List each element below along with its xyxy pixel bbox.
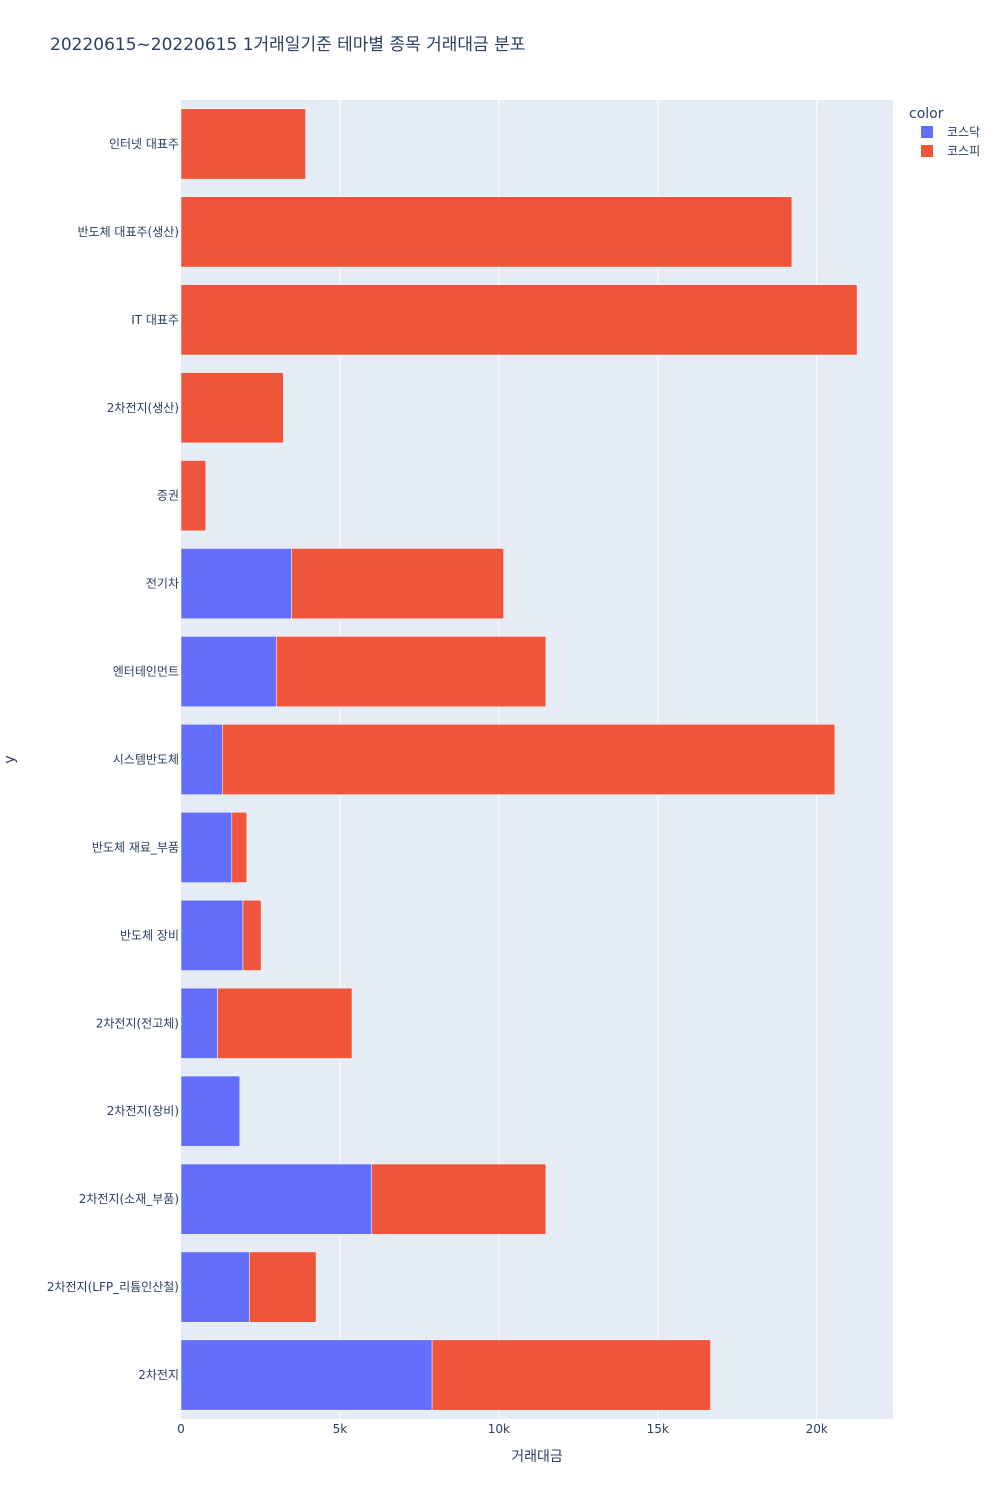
y-tick-label: 2차전지(생산): [107, 401, 179, 415]
legend-label: 코스피: [947, 144, 980, 158]
y-tick-label: 반도체 재료_부품: [92, 840, 179, 854]
bar-kospi[interactable]: [180, 108, 306, 180]
chart-title: 20220615~20220615 1거래일기준 테마별 종목 거래대금 분포: [50, 35, 525, 55]
bar-kospi[interactable]: [242, 899, 262, 971]
bar-kosdaq[interactable]: [180, 1339, 433, 1411]
bars: [180, 108, 858, 1411]
bar-kosdaq[interactable]: [180, 1075, 241, 1147]
bar-kosdaq[interactable]: [180, 724, 223, 795]
legend-swatch: [921, 145, 933, 157]
bar-kosdaq[interactable]: [180, 548, 292, 620]
x-axis-title: 거래대금: [511, 1449, 563, 1465]
bar-kospi[interactable]: [276, 636, 547, 707]
y-tick-label: 증권: [157, 489, 179, 503]
x-tick-label: 0: [177, 1422, 185, 1436]
bar-kosdaq[interactable]: [180, 636, 277, 707]
legend-item-kosdaq[interactable]: 코스닥: [921, 125, 980, 139]
bar-kosdaq[interactable]: [180, 1251, 250, 1323]
legend-swatch: [921, 126, 933, 138]
x-tick-label: 15k: [647, 1422, 669, 1436]
legend-title: color: [909, 106, 944, 122]
bar-kospi[interactable]: [231, 812, 248, 883]
y-tick-label: 2차전지(전고체): [96, 1016, 179, 1030]
x-tick-label: 5k: [333, 1422, 348, 1436]
bar-kosdaq[interactable]: [180, 812, 233, 883]
legend-item-kospi[interactable]: 코스피: [921, 144, 980, 158]
y-tick-label: 2차전지(소재_부품): [79, 1192, 179, 1206]
bar-kospi[interactable]: [217, 987, 353, 1059]
y-tick-label: 엔터테인먼트: [113, 665, 179, 679]
y-tick-label: 전기차: [146, 577, 179, 591]
bar-kospi[interactable]: [371, 1163, 547, 1235]
bar-kospi[interactable]: [431, 1339, 711, 1411]
y-tick-label: 반도체 장비: [120, 928, 179, 942]
y-tick-label: 2차전지: [138, 1368, 179, 1382]
x-tick-label: 20k: [806, 1422, 828, 1436]
bar-kospi[interactable]: [180, 196, 793, 268]
bar-kospi[interactable]: [180, 284, 858, 356]
y-tick-label: 반도체 대표주(생산): [78, 225, 180, 239]
y-tick-label: 2차전지(LFP_리튬인산철): [47, 1280, 179, 1294]
y-tick-label: 시스템반도체: [113, 753, 179, 767]
y-tick-label: 인터넷 대표주: [109, 137, 179, 151]
bar-kospi[interactable]: [222, 724, 836, 795]
x-axis-ticks: 0 5k 10k 15k 20k: [177, 1422, 828, 1436]
bar-kospi[interactable]: [291, 548, 504, 620]
legend-label: 코스닥: [947, 125, 980, 139]
bar-kosdaq[interactable]: [180, 899, 244, 971]
bar-kosdaq[interactable]: [180, 987, 218, 1059]
y-tick-label: IT 대표주: [131, 313, 179, 327]
bar-kosdaq[interactable]: [180, 1163, 372, 1235]
y-tick-label: 2차전지(장비): [107, 1104, 179, 1118]
bar-kospi[interactable]: [249, 1251, 317, 1323]
bar-kospi[interactable]: [180, 372, 284, 444]
x-tick-label: 10k: [488, 1422, 510, 1436]
y-axis-title: y: [2, 755, 18, 763]
bar-kospi[interactable]: [180, 460, 207, 532]
